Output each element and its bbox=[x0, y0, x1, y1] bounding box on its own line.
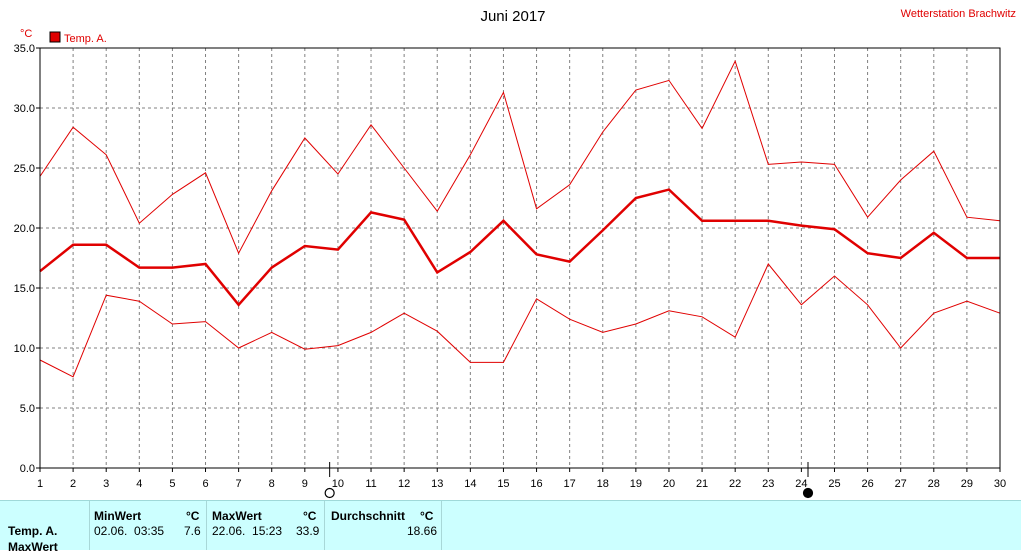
y-axis-unit: °C bbox=[20, 28, 32, 40]
max-unit: °C bbox=[303, 509, 317, 523]
x-tick-label: 19 bbox=[630, 478, 642, 490]
x-tick-label: 17 bbox=[564, 478, 576, 490]
x-tick-label: 4 bbox=[136, 478, 142, 490]
min-time: 02.06. 03:35 bbox=[94, 524, 165, 538]
x-tick-label: 29 bbox=[961, 478, 973, 490]
x-tick-label: 8 bbox=[269, 478, 275, 490]
full-moon-icon bbox=[324, 487, 335, 499]
avg-header: Durchschnitt bbox=[331, 509, 406, 523]
x-tick-label: 6 bbox=[202, 478, 208, 490]
x-tick-label: 21 bbox=[696, 478, 708, 490]
row-label: Temp. A. bbox=[8, 524, 58, 538]
grid-lines bbox=[40, 48, 1000, 468]
row-label-2: MaxWert bbox=[8, 540, 58, 554]
x-tick-label: 27 bbox=[895, 478, 907, 490]
chart-title: Juni 2017 bbox=[480, 8, 545, 25]
x-tick-label: 13 bbox=[431, 478, 443, 490]
x-tick-label: 11 bbox=[365, 478, 376, 490]
x-tick-label: 16 bbox=[530, 478, 542, 490]
x-tick-label: 12 bbox=[398, 478, 410, 490]
x-tick-label: 18 bbox=[597, 478, 609, 490]
min-header: MinWert bbox=[94, 509, 142, 523]
y-tick-label: 30.0 bbox=[14, 103, 35, 115]
x-tick-label: 24 bbox=[795, 478, 807, 490]
max-value: 33.9 bbox=[296, 524, 320, 538]
y-tick-label: 20.0 bbox=[14, 223, 35, 235]
series-max-line bbox=[39, 59, 1001, 255]
plot-area bbox=[40, 48, 1000, 468]
avg-value: 18.66 bbox=[407, 524, 438, 538]
x-tick-label: 14 bbox=[464, 478, 476, 490]
summary-table: MinWert °C MaxWert °C Durchschnitt °C Te… bbox=[0, 500, 1021, 554]
avg-unit: °C bbox=[420, 509, 434, 523]
station-name: Wetterstation Brachwitz bbox=[901, 8, 1016, 20]
x-tick-label: 7 bbox=[236, 478, 242, 490]
x-tick-label: 22 bbox=[729, 478, 741, 490]
x-tick-label: 23 bbox=[762, 478, 774, 490]
moon-phase-markers bbox=[324, 462, 814, 499]
new-moon-icon bbox=[802, 487, 814, 499]
x-axis-ticks: 1 2 3 4 5 6 7 8 9 10 11 12 13 14 15 16 17 18 19 20 21 22 23 24 2… bbox=[37, 468, 1006, 490]
x-tick-label: 10 bbox=[332, 478, 344, 490]
x-tick-label: 5 bbox=[169, 478, 175, 490]
x-tick-label: 20 bbox=[663, 478, 675, 490]
y-tick-label: 25.0 bbox=[14, 163, 35, 175]
x-tick-label: 3 bbox=[103, 478, 109, 490]
y-tick-label: 10.0 bbox=[14, 343, 35, 355]
y-tick-label: 5.0 bbox=[20, 403, 35, 415]
series-min-line bbox=[39, 263, 1001, 378]
x-tick-label: 30 bbox=[994, 478, 1006, 490]
x-tick-label: 28 bbox=[928, 478, 940, 490]
x-tick-label: 15 bbox=[497, 478, 509, 490]
plot-border bbox=[39, 47, 1001, 469]
x-tick-label: 25 bbox=[828, 478, 840, 490]
series-lines bbox=[39, 59, 1001, 378]
x-tick-label: 2 bbox=[70, 478, 76, 490]
min-value: 7.6 bbox=[184, 524, 201, 538]
legend-label: Temp. A. bbox=[64, 33, 107, 45]
series-avg-line bbox=[39, 188, 1000, 307]
y-tick-label: 15.0 bbox=[14, 283, 35, 295]
y-tick-label: 35.0 bbox=[14, 43, 35, 55]
temperature-chart: Juni 2017 Wetterstation Brachwitz °C Tem… bbox=[14, 8, 1016, 499]
y-axis-ticks: 0.0 5.0 10.0 15.0 20.0 25.0 30.0 35.0 bbox=[14, 43, 40, 475]
legend-swatch bbox=[49, 31, 61, 43]
x-tick-label: 9 bbox=[302, 478, 308, 490]
x-tick-label: 26 bbox=[861, 478, 873, 490]
max-header: MaxWert bbox=[212, 509, 262, 523]
min-unit: °C bbox=[186, 509, 200, 523]
x-tick-label: 1 bbox=[37, 478, 43, 490]
max-time: 22.06. 15:23 bbox=[212, 524, 283, 538]
y-tick-label: 0.0 bbox=[20, 463, 35, 475]
